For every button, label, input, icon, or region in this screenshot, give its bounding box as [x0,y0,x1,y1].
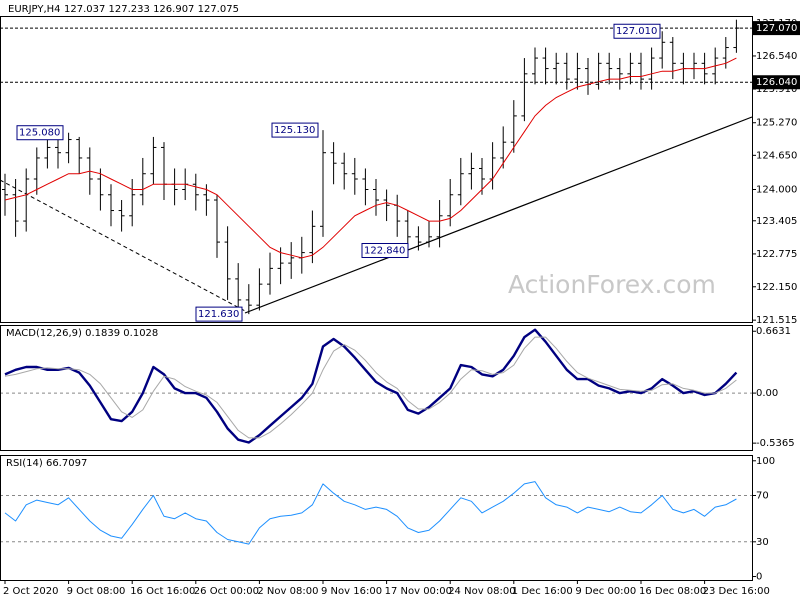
y-tick-label: 30 [756,537,769,548]
y-tick-label: 124.000 [756,185,797,196]
y-tick-label: 122.150 [756,282,797,293]
price-label: 126.040 [756,77,797,88]
x-tick-label: 16 Dec 08:00 [639,586,706,597]
annotation-label: 121.630 [198,309,239,320]
x-tick-label: 26 Oct 00:00 [194,586,259,597]
x-tick-label: 9 Oct 08:00 [67,586,126,597]
annotation-box [16,125,64,141]
panel-frame [0,325,753,451]
series-line [4,328,738,444]
series-line [4,481,737,545]
panel: 100 70 30 0 [0,455,775,583]
x-tick-label: 16 Oct 16:00 [130,586,195,597]
annotation-label: 127.010 [616,26,657,37]
y-tick-label: 125.270 [756,118,797,129]
macd-title: MACD(12,26,9) 0.1839 0.1028 [6,328,158,339]
panel-frame [0,455,753,581]
x-tick-label: 9 Dec 00:00 [575,586,636,597]
price-box [753,75,800,90]
annotation-label: 125.080 [19,128,60,139]
chart-title: EURJPY,H4 [8,4,61,15]
y-tick-label: 123.405 [756,216,797,227]
y-tick-label: 126.540 [756,51,797,62]
panel: 121.515 122.150 122.775 123.405 124.000 124.6… [0,16,800,597]
watermark: ActionForex.com [508,270,716,299]
y-tick-label: 100 [756,456,775,467]
price-box [753,21,800,36]
annotation-label: 122.840 [364,245,405,256]
y-tick-label: 70 [756,491,769,502]
y-tick-label: 122.775 [756,249,797,260]
annotation-box [361,242,409,258]
panel-frame [0,16,753,323]
y-tick-label: 124.650 [756,150,797,161]
x-tick-label: 17 Nov 00:00 [385,586,452,597]
annotation-box [613,23,661,39]
y-tick-label: -0.5365 [756,438,795,449]
trend-line [244,116,753,314]
y-tick-label: 0.00 [756,388,778,399]
x-tick-label: 2 Nov 08:00 [257,586,318,597]
series-line [4,336,737,439]
x-tick-label: 1 Dec 16:00 [512,586,573,597]
panel: 0.6631 0.00 -0.5365 [0,325,795,451]
annotation-label: 125.130 [274,125,315,136]
x-tick-label: 24 Nov 08:00 [448,586,515,597]
x-tick-label: 23 Dec 16:00 [703,586,770,597]
ohlc-readout: 127.037 127.233 126.907 127.075 [64,4,239,15]
annotation-box [271,122,319,138]
annotation-box [195,306,243,322]
rsi-title: RSI(14) 66.7097 [6,458,87,469]
moving-average [4,57,737,259]
y-tick-label: 121.515 [756,315,797,326]
trend-line-dashed [0,179,246,312]
y-tick-label: 0.6631 [756,326,791,337]
x-tick-label: 9 Nov 16:00 [321,586,382,597]
x-tick-label: 2 Oct 2020 [3,586,58,597]
price-label: 127.070 [756,23,797,34]
y-tick-label: 125.910 [756,84,797,95]
y-tick-label: 0 [756,572,762,583]
